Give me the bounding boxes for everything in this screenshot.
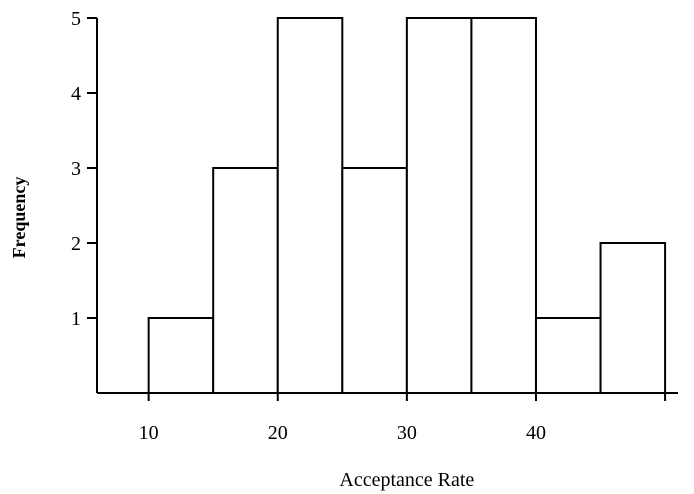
x-tick-label: 20 (268, 422, 288, 444)
axes-group (96, 18, 678, 394)
histogram-bar (534, 317, 602, 394)
histogram-bar (341, 167, 408, 394)
x-tick-label: 10 (139, 422, 159, 444)
histogram-bar (470, 17, 537, 394)
y-ticks-group: 1 2 3 4 5 (71, 8, 97, 330)
y-tick-label: 2 (71, 233, 81, 255)
bars-group (147, 17, 667, 394)
histogram-bar (405, 17, 473, 394)
histogram-bar (212, 167, 279, 394)
y-tick-label: 4 (71, 83, 81, 105)
x-tick-label: 40 (526, 422, 546, 444)
x-axis-title: Acceptance Rate (339, 469, 474, 491)
y-tick-label: 3 (71, 158, 81, 180)
y-axis-title: Frequency (9, 177, 29, 259)
x-ticks-group: 10 20 30 40 (139, 393, 667, 444)
y-tick-label: 5 (71, 8, 81, 30)
x-tick-label: 30 (397, 422, 417, 444)
histogram-bar (147, 317, 215, 394)
histogram-bar (599, 242, 667, 394)
histogram-bar (276, 17, 344, 394)
y-tick-label: 1 (71, 308, 81, 330)
